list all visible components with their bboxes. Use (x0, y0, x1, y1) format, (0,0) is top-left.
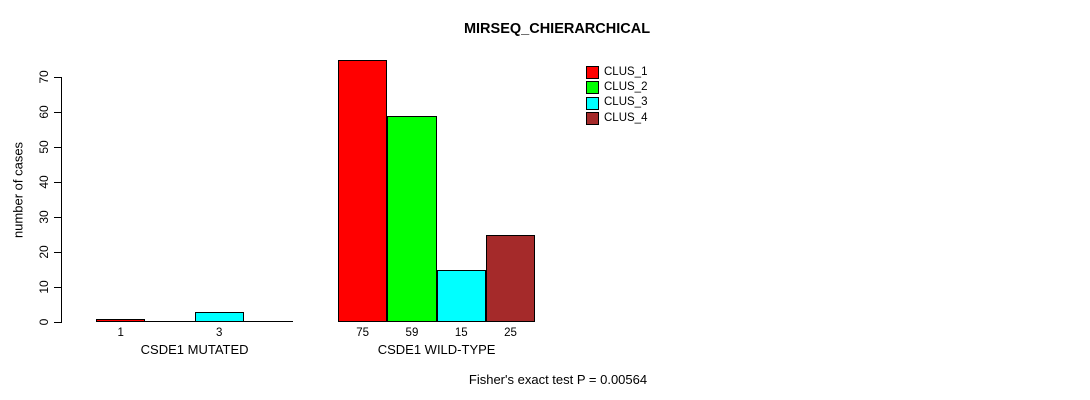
y-axis-line (61, 77, 62, 323)
legend-swatch (586, 112, 599, 126)
bar-value-label: 25 (504, 327, 517, 339)
y-axis-tick (54, 321, 61, 323)
bar (485, 234, 536, 322)
bar (96, 318, 146, 322)
x-group-label: CSDE1 MUTATED (140, 342, 249, 357)
annotation-text: Fisher's exact test P = 0.00564 (468, 372, 648, 387)
bar (436, 269, 486, 322)
bar-value-label: 1 (117, 327, 124, 339)
y-axis-tick (54, 251, 61, 253)
legend-label: CLUS_3 (604, 96, 648, 109)
legend-label: CLUS_1 (604, 65, 648, 78)
legend-swatch (586, 81, 599, 95)
legend-swatch (586, 66, 599, 79)
legend-swatch (586, 96, 599, 110)
bar (387, 115, 437, 322)
y-axis-tick (54, 76, 61, 78)
bar-zero-baseline (243, 321, 294, 322)
bar-value-label: 59 (405, 327, 419, 339)
y-axis-tick (54, 146, 61, 148)
bar-value-label: 75 (356, 327, 370, 339)
y-axis-tick (54, 181, 61, 183)
bar-value-label: 3 (216, 327, 223, 339)
legend-label: CLUS_2 (604, 80, 648, 93)
chart-title: MIRSEQ_CHIERARCHICAL (463, 21, 651, 37)
bar (194, 311, 244, 322)
y-axis-tick (54, 286, 61, 288)
y-axis-tick (54, 111, 61, 113)
x-group-label: CSDE1 WILD-TYPE (377, 342, 496, 357)
y-axis-tick (54, 216, 61, 218)
legend-label: CLUS_4 (604, 111, 648, 124)
bar (338, 59, 388, 322)
bar-zero-baseline (145, 321, 195, 322)
bar-value-label: 15 (454, 327, 468, 339)
